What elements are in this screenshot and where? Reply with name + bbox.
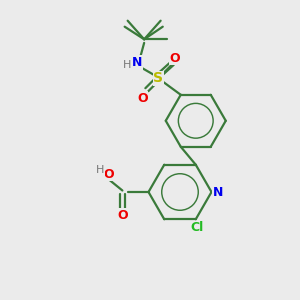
Text: N: N bbox=[132, 56, 142, 69]
Text: S: S bbox=[153, 71, 163, 85]
Text: O: O bbox=[117, 208, 128, 222]
Text: O: O bbox=[169, 52, 180, 65]
Text: N: N bbox=[213, 185, 223, 199]
Text: H: H bbox=[96, 165, 104, 176]
Text: O: O bbox=[103, 167, 114, 181]
Text: O: O bbox=[137, 92, 148, 105]
Text: H: H bbox=[123, 60, 131, 70]
Text: Cl: Cl bbox=[190, 221, 204, 234]
